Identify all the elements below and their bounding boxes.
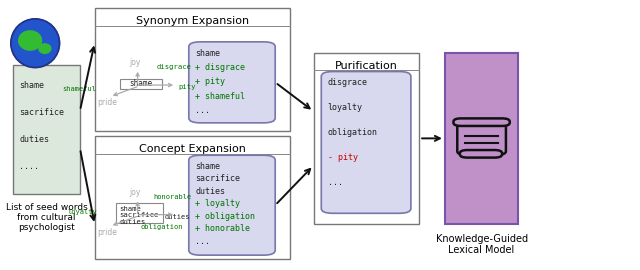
Text: joy: joy bbox=[129, 188, 140, 197]
Text: + obligation: + obligation bbox=[195, 212, 255, 221]
Text: shameful: shameful bbox=[62, 86, 96, 92]
Text: joy: joy bbox=[129, 59, 140, 68]
Text: List of seed words
from cultural
psychologist: List of seed words from cultural psychol… bbox=[6, 202, 87, 232]
FancyBboxPatch shape bbox=[460, 150, 502, 158]
Text: shame: shame bbox=[19, 81, 44, 90]
Text: duties: duties bbox=[120, 219, 146, 225]
Text: + loyalty: + loyalty bbox=[195, 199, 240, 208]
Text: sacrifice: sacrifice bbox=[195, 174, 240, 183]
Text: ...: ... bbox=[195, 106, 210, 115]
FancyBboxPatch shape bbox=[445, 53, 518, 224]
FancyBboxPatch shape bbox=[189, 155, 275, 255]
Text: sacrifice: sacrifice bbox=[19, 108, 64, 117]
Text: Concept Expansion: Concept Expansion bbox=[139, 144, 246, 154]
Ellipse shape bbox=[11, 19, 60, 68]
FancyBboxPatch shape bbox=[13, 65, 80, 194]
Ellipse shape bbox=[18, 30, 42, 51]
FancyBboxPatch shape bbox=[453, 118, 509, 126]
Text: pride: pride bbox=[97, 228, 116, 237]
FancyBboxPatch shape bbox=[321, 72, 411, 213]
Text: obligation: obligation bbox=[141, 224, 183, 230]
Text: - pity: - pity bbox=[328, 153, 358, 162]
Text: + disgrace: + disgrace bbox=[195, 63, 245, 72]
Text: loyalty: loyalty bbox=[68, 209, 97, 215]
Text: shame: shame bbox=[129, 79, 153, 89]
Text: + shameful: + shameful bbox=[195, 92, 245, 100]
FancyBboxPatch shape bbox=[120, 79, 162, 89]
FancyBboxPatch shape bbox=[314, 53, 419, 224]
Text: ...: ... bbox=[328, 178, 342, 187]
Text: shame: shame bbox=[120, 206, 141, 212]
FancyBboxPatch shape bbox=[457, 122, 506, 154]
Text: obligation: obligation bbox=[328, 128, 378, 137]
Text: disgrace: disgrace bbox=[328, 78, 367, 87]
Text: Knowledge-Guided
Lexical Model: Knowledge-Guided Lexical Model bbox=[436, 234, 527, 255]
Text: shame: shame bbox=[195, 162, 220, 171]
Text: + honorable: + honorable bbox=[195, 224, 250, 233]
Text: disgrace: disgrace bbox=[157, 64, 192, 70]
Ellipse shape bbox=[38, 43, 51, 54]
Text: pride: pride bbox=[97, 98, 116, 107]
Text: Purification: Purification bbox=[335, 61, 398, 71]
Text: ....: .... bbox=[19, 162, 39, 171]
Text: ...: ... bbox=[195, 237, 210, 245]
FancyBboxPatch shape bbox=[95, 8, 290, 131]
FancyBboxPatch shape bbox=[189, 42, 275, 123]
Text: duties: duties bbox=[164, 214, 190, 220]
Text: Synonym Expansion: Synonym Expansion bbox=[136, 16, 249, 26]
Text: shame: shame bbox=[195, 49, 220, 58]
Text: loyalty: loyalty bbox=[328, 103, 363, 112]
Text: sacrifice: sacrifice bbox=[120, 212, 159, 218]
Text: + pity: + pity bbox=[195, 77, 225, 86]
Text: duties: duties bbox=[19, 135, 49, 144]
FancyBboxPatch shape bbox=[95, 136, 290, 259]
Text: honorable: honorable bbox=[154, 194, 192, 200]
Text: duties: duties bbox=[195, 187, 225, 196]
Text: pity: pity bbox=[178, 84, 195, 90]
FancyBboxPatch shape bbox=[116, 203, 163, 223]
